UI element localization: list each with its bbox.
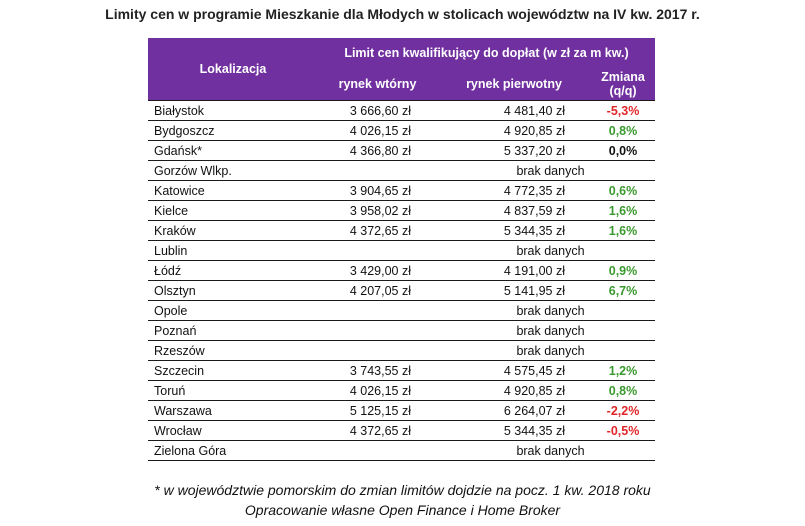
change-cell: 0,0% [591, 140, 655, 161]
table-row: Białystok 3 666,60 zł 4 481,40 zł -5,3% [148, 100, 655, 121]
city-cell: Szczecin [148, 360, 318, 381]
secondary-price-cell: 3 743,55 zł [318, 360, 437, 381]
secondary-price-cell: 4 366,80 zł [318, 140, 437, 161]
change-cell: 0,8% [591, 380, 655, 401]
table-row: Szczecin 3 743,55 zł 4 575,45 zł 1,2% [148, 360, 655, 381]
change-cell: 0,6% [591, 180, 655, 201]
primary-price-cell: 4 920,85 zł [437, 380, 591, 401]
city-cell: Gdańsk* [148, 140, 318, 161]
col-header-secondary: rynek wtórny [318, 68, 437, 101]
city-cell: Białystok [148, 100, 318, 121]
footnote: * w województwie pomorskim do zmian limi… [154, 482, 651, 498]
primary-price-cell: 5 344,35 zł [437, 420, 591, 441]
city-cell: Poznań [148, 320, 318, 341]
no-data-cell: brak danych [318, 160, 655, 181]
secondary-price-cell: 4 372,65 zł [318, 420, 437, 441]
city-cell: Lublin [148, 240, 318, 261]
no-data-cell: brak danych [318, 440, 655, 461]
col-header-primary: rynek pierwotny [437, 68, 591, 101]
no-data-cell: brak danych [318, 300, 655, 321]
col-header-location: Lokalizacja [148, 38, 318, 101]
city-cell: Toruń [148, 380, 318, 401]
change-cell: 0,9% [591, 260, 655, 281]
city-cell: Zielona Góra [148, 440, 318, 461]
page-title: Limity cen w programie Mieszkanie dla Mł… [105, 6, 700, 22]
table-row: Olsztyn 4 207,05 zł 5 141,95 zł 6,7% [148, 280, 655, 301]
city-cell: Wrocław [148, 420, 318, 441]
primary-price-cell: 4 772,35 zł [437, 180, 591, 201]
primary-price-cell: 5 141,95 zł [437, 280, 591, 301]
price-limits-table: Lokalizacja Limit cen kwalifikujący do d… [148, 38, 655, 461]
secondary-price-cell: 5 125,15 zł [318, 400, 437, 421]
change-cell: -0,5% [591, 420, 655, 441]
primary-price-cell: 5 344,35 zł [437, 220, 591, 241]
change-cell: 6,7% [591, 280, 655, 301]
primary-price-cell: 4 191,00 zł [437, 260, 591, 281]
no-data-cell: brak danych [318, 340, 655, 361]
table-row: Warszawa 5 125,15 zł 6 264,07 zł -2,2% [148, 400, 655, 421]
city-cell: Opole [148, 300, 318, 321]
table-row: Zielona Góra brak danych [148, 440, 655, 461]
change-cell: -2,2% [591, 400, 655, 421]
city-cell: Olsztyn [148, 280, 318, 301]
change-cell: 0,8% [591, 120, 655, 141]
table-row: Gorzów Wlkp. brak danych [148, 160, 655, 181]
primary-price-cell: 4 837,59 zł [437, 200, 591, 221]
no-data-cell: brak danych [318, 320, 655, 341]
secondary-price-cell: 3 958,02 zł [318, 200, 437, 221]
city-cell: Rzeszów [148, 340, 318, 361]
city-cell: Katowice [148, 180, 318, 201]
table-row: Gdańsk* 4 366,80 zł 5 337,20 zł 0,0% [148, 140, 655, 161]
secondary-price-cell: 3 904,65 zł [318, 180, 437, 201]
primary-price-cell: 4 481,40 zł [437, 100, 591, 121]
source-note: Opracowanie własne Open Finance i Home B… [244, 502, 561, 518]
primary-price-cell: 4 920,85 zł [437, 120, 591, 141]
table-body: Białystok 3 666,60 zł 4 481,40 zł -5,3% Bydg… [148, 100, 655, 461]
change-cell: -5,3% [591, 100, 655, 121]
table-row: Kraków 4 372,65 zł 5 344,35 zł 1,6% [148, 220, 655, 241]
city-cell: Kraków [148, 220, 318, 241]
change-cell: 1,6% [591, 220, 655, 241]
secondary-price-cell: 4 372,65 zł [318, 220, 437, 241]
table-row: Łódź 3 429,00 zł 4 191,00 zł 0,9% [148, 260, 655, 281]
col-header-change: Zmiana (q/q) [591, 68, 655, 101]
change-cell: 1,2% [591, 360, 655, 381]
table-row: Poznań brak danych [148, 320, 655, 341]
primary-price-cell: 6 264,07 zł [437, 400, 591, 421]
primary-price-cell: 4 575,45 zł [437, 360, 591, 381]
no-data-cell: brak danych [318, 240, 655, 261]
table-row: Bydgoszcz 4 026,15 zł 4 920,85 zł 0,8% [148, 120, 655, 141]
secondary-price-cell: 4 026,15 zł [318, 120, 437, 141]
secondary-price-cell: 4 207,05 zł [318, 280, 437, 301]
city-cell: Bydgoszcz [148, 120, 318, 141]
city-cell: Kielce [148, 200, 318, 221]
col-header-group: Limit cen kwalifikujący do dopłat (w zł … [318, 38, 655, 68]
secondary-price-cell: 4 026,15 zł [318, 380, 437, 401]
table-row: Rzeszów brak danych [148, 340, 655, 361]
secondary-price-cell: 3 429,00 zł [318, 260, 437, 281]
table-row: Opole brak danych [148, 300, 655, 321]
city-cell: Gorzów Wlkp. [148, 160, 318, 181]
primary-price-cell: 5 337,20 zł [437, 140, 591, 161]
secondary-price-cell: 3 666,60 zł [318, 100, 437, 121]
city-cell: Warszawa [148, 400, 318, 421]
table-row: Wrocław 4 372,65 zł 5 344,35 zł -0,5% [148, 420, 655, 441]
city-cell: Łódź [148, 260, 318, 281]
table-row: Lublin brak danych [148, 240, 655, 261]
table-row: Katowice 3 904,65 zł 4 772,35 zł 0,6% [148, 180, 655, 201]
change-cell: 1,6% [591, 200, 655, 221]
table-row: Kielce 3 958,02 zł 4 837,59 zł 1,6% [148, 200, 655, 221]
table-row: Toruń 4 026,15 zł 4 920,85 zł 0,8% [148, 380, 655, 401]
